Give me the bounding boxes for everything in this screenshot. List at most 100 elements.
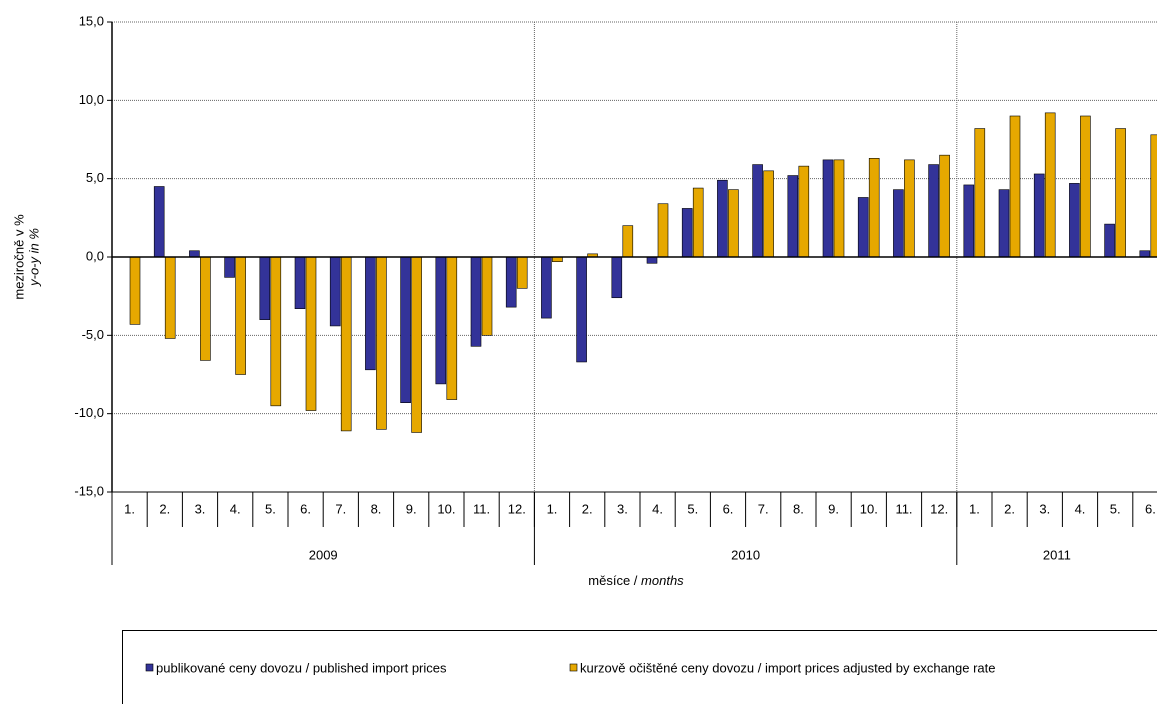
bar <box>1033 173 1045 258</box>
bar <box>857 197 869 258</box>
x-tick-label: 12. <box>930 501 948 516</box>
x-tick-label: 2. <box>582 501 593 516</box>
bar <box>1044 112 1056 258</box>
bar <box>974 128 986 258</box>
bar <box>717 179 728 258</box>
bar <box>787 175 799 258</box>
bar <box>928 164 939 258</box>
y-label-line: y-o-y in % <box>26 228 41 287</box>
bar <box>1150 134 1157 258</box>
bar <box>904 159 915 258</box>
x-tick-label: 1. <box>547 501 558 516</box>
x-tick-label: 7. <box>758 501 769 516</box>
bar <box>294 256 306 310</box>
x-tick-label: 5. <box>265 501 276 516</box>
bar <box>400 256 411 403</box>
legend-swatch <box>569 663 578 672</box>
bar <box>963 184 975 258</box>
x-tick-label: 9. <box>828 501 839 516</box>
bar <box>224 256 235 278</box>
bar <box>516 256 528 289</box>
bar <box>728 189 739 258</box>
x-tick-label: 4. <box>652 501 663 516</box>
bar <box>235 256 246 375</box>
bar <box>435 256 447 385</box>
bar <box>939 154 950 258</box>
bar <box>868 158 880 258</box>
x-tick-label: 10. <box>860 501 878 516</box>
bar <box>646 256 658 264</box>
y-tick-label: 15,0 <box>79 13 104 28</box>
bar <box>365 256 376 371</box>
bar <box>1069 183 1080 258</box>
x-tick-label: 11. <box>473 501 490 516</box>
x-label-part: months <box>641 573 684 588</box>
bar <box>376 256 387 430</box>
x-tick-label: 4. <box>1075 501 1086 516</box>
bar <box>798 165 810 258</box>
bar <box>576 256 587 363</box>
legend-label: publikované ceny dovozu / published impo… <box>156 660 447 675</box>
bar <box>998 189 1010 258</box>
bar <box>481 256 493 336</box>
bar <box>893 189 904 258</box>
x-tick-label: 2. <box>1004 501 1015 516</box>
year-label: 2010 <box>731 547 760 562</box>
y-tick-label: 0,0 <box>86 248 104 263</box>
bar <box>657 203 669 258</box>
x-tick-label: 5. <box>687 501 698 516</box>
y-tick-label: 10,0 <box>79 92 104 107</box>
bar <box>611 256 623 299</box>
legend-label: kurzově očištěné ceny dovozu / import pr… <box>580 660 996 675</box>
x-tick-label: 7. <box>335 501 346 516</box>
x-tick-label: 8. <box>793 501 804 516</box>
bar <box>752 164 763 258</box>
bar <box>622 225 634 258</box>
y-axis-label: meziročně v % y-o-y in % <box>11 214 41 300</box>
x-tick-label: 1. <box>124 501 135 516</box>
bar <box>153 186 165 258</box>
bar <box>340 256 352 432</box>
bar <box>541 256 552 319</box>
year-label: 2009 <box>309 547 338 562</box>
bar <box>1080 115 1091 258</box>
bar <box>329 256 341 327</box>
bar <box>1139 250 1151 258</box>
bar <box>200 256 211 361</box>
x-tick-label: 1. <box>969 501 980 516</box>
y-tick-label: -15,0 <box>74 483 104 498</box>
bar <box>129 256 141 325</box>
bar <box>259 256 271 320</box>
bar <box>681 208 693 258</box>
x-tick-label: 2. <box>159 501 170 516</box>
legend-box <box>122 630 1157 704</box>
bar <box>763 170 774 258</box>
bar <box>505 256 517 308</box>
x-tick-label: 8. <box>371 501 382 516</box>
bar <box>305 256 317 411</box>
bar <box>164 256 176 339</box>
bar <box>411 256 422 433</box>
x-tick-label: 9. <box>406 501 417 516</box>
bar <box>470 256 482 347</box>
y-tick-label: -10,0 <box>74 405 104 420</box>
y-label-line: meziročně v % <box>11 214 26 300</box>
x-tick-label: 6. <box>723 501 734 516</box>
x-tick-label: 5. <box>1110 501 1121 516</box>
x-tick-label: 6. <box>1145 501 1156 516</box>
x-axis-label: měsíce / months <box>588 573 684 588</box>
bar <box>1009 115 1021 258</box>
y-tick-label: -5,0 <box>82 327 104 342</box>
bar <box>692 187 704 258</box>
x-tick-label: 11. <box>895 501 912 516</box>
bar <box>1115 128 1126 258</box>
bar <box>446 256 458 400</box>
x-tick-label: 3. <box>1039 501 1050 516</box>
legend-swatch <box>145 663 154 672</box>
x-label-part: měsíce / <box>588 573 641 588</box>
x-tick-label: 4. <box>230 501 241 516</box>
x-tick-label: 6. <box>300 501 311 516</box>
x-tick-label: 3. <box>195 501 206 516</box>
x-tick-label: 3. <box>617 501 628 516</box>
bar <box>189 250 200 258</box>
